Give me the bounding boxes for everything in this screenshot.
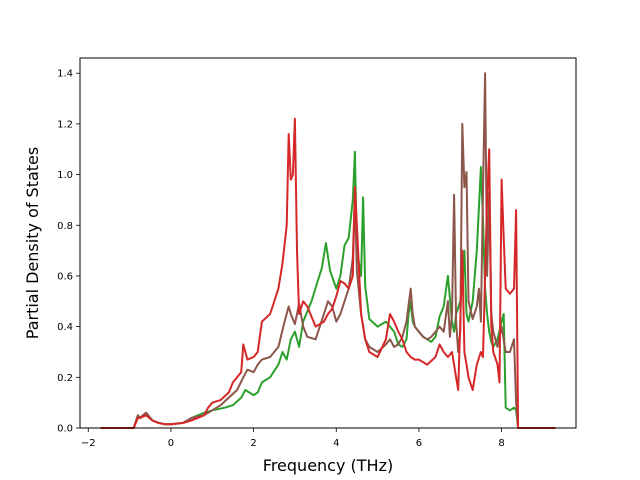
x-tick-label: 4 [333, 438, 339, 449]
y-tick-label: 0.0 [57, 424, 73, 435]
y-tick-label: 0.2 [57, 373, 73, 384]
y-tick-label: 0.8 [57, 221, 73, 232]
y-tick-label: 1.4 [57, 69, 73, 80]
series-line-2 [100, 72, 556, 429]
x-tick-label: 8 [498, 438, 504, 449]
x-tick-label: 0 [168, 438, 174, 449]
y-axis-label: Partial Density of States [23, 147, 42, 339]
y-tick-label: 0.6 [57, 271, 73, 282]
plot-lines [100, 72, 556, 429]
x-axis-label: Frequency (THz) [263, 456, 393, 475]
x-tick-label: −2 [81, 438, 96, 449]
axes-frame [79, 57, 577, 429]
y-tick-label: 1.2 [57, 119, 73, 130]
x-axis-ticks: −2 0 2 4 6 8 [81, 428, 505, 449]
x-tick-label: 2 [250, 438, 256, 449]
x-tick-label: 6 [416, 438, 422, 449]
y-tick-label: 1.0 [57, 170, 73, 181]
y-axis-ticks: 0.0 0.2 0.4 0.6 0.8 1.0 1.2 1.4 [57, 69, 80, 435]
series-line-3 [100, 117, 556, 429]
y-tick-label: 0.4 [57, 322, 73, 333]
